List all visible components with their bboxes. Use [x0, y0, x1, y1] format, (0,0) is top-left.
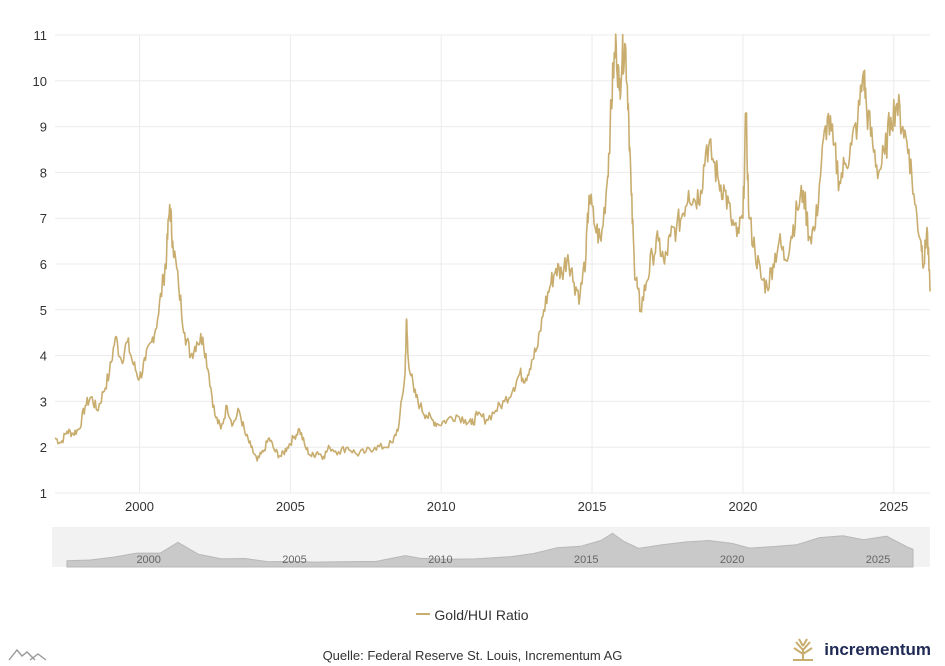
y-axis: 1 2 3 4 5 6 7 8 9 10 11	[33, 28, 47, 501]
x-tick-label: 2000	[125, 499, 154, 514]
x-tick-label: 2015	[578, 499, 607, 514]
legend[interactable]: Gold/HUI Ratio	[0, 607, 945, 623]
mountain-icon	[8, 648, 47, 661]
y-tick-label: 1	[40, 486, 47, 501]
legend-swatch	[416, 613, 431, 616]
navigator-tick-label: 2010	[428, 554, 452, 566]
navigator-tick-label: 2025	[866, 554, 890, 566]
grid	[55, 34, 930, 494]
navigator-tick-label: 2015	[574, 554, 598, 566]
navigator-series-area	[66, 532, 914, 568]
y-tick-label: 8	[40, 165, 47, 180]
x-tick-label: 2005	[276, 499, 305, 514]
navigator[interactable]: 2000 2005 2010 2015 2020 2025	[52, 527, 930, 568]
navigator-tick-label: 2000	[136, 554, 160, 566]
series-line-gold-hui-ratio	[54, 33, 931, 462]
source-text: Quelle: Federal Reserve St. Louis, Incre…	[322, 648, 623, 663]
x-tick-label: 2020	[728, 499, 757, 514]
chart-svg: 1 2 3 4 5 6 7 8 9 10 11 2000 2005 2010 2015 2020 2025 2…	[33, 28, 931, 568]
brand-logo: incrementum	[790, 638, 931, 662]
y-tick-label: 6	[40, 257, 47, 272]
navigator-axis: 2000 2005 2010 2015 2020 2025	[136, 554, 890, 566]
tree-icon	[790, 638, 817, 662]
x-axis: 2000 2005 2010 2015 2020 2025	[125, 499, 908, 514]
legend-label: Gold/HUI Ratio	[434, 607, 529, 623]
y-tick-label: 7	[40, 211, 47, 226]
y-tick-label: 11	[34, 28, 48, 43]
x-tick-label: 2025	[879, 499, 908, 514]
y-tick-label: 5	[40, 303, 47, 318]
navigator-tick-label: 2005	[282, 554, 306, 566]
brand-name: incrementum	[824, 640, 931, 659]
navigator-tick-label: 2020	[720, 554, 744, 566]
x-tick-label: 2010	[427, 499, 456, 514]
y-tick-label: 10	[33, 74, 47, 89]
y-tick-label: 2	[40, 440, 47, 455]
y-tick-label: 4	[40, 349, 47, 364]
y-tick-label: 3	[40, 394, 47, 409]
y-tick-label: 9	[40, 120, 47, 135]
